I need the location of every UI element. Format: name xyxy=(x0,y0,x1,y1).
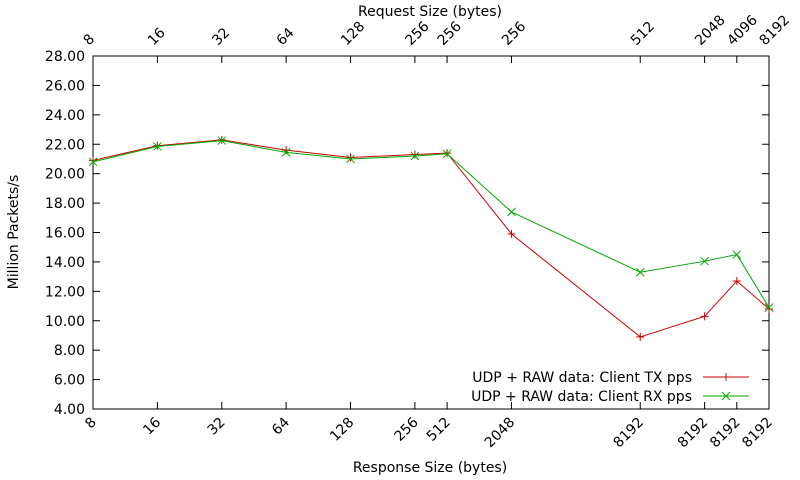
y-axis: 4.00 6.00 8.00 10.00 12.00 14.00 16.00 18.00 20.… xyxy=(45,49,769,418)
x-tick-label: 8192 xyxy=(611,415,648,452)
x-tick-label: 32 xyxy=(205,415,229,439)
data-point xyxy=(722,373,730,381)
plot-frame xyxy=(92,55,770,410)
series-line-0 xyxy=(92,139,770,338)
data-point xyxy=(765,304,773,313)
y-tick-label: 18.00 xyxy=(45,196,85,212)
y-tick-label: 8.00 xyxy=(54,343,85,359)
x-tick-label: 256 xyxy=(392,414,422,444)
data-point xyxy=(88,157,98,167)
data-point xyxy=(217,136,227,145)
data-point xyxy=(764,303,774,312)
y-tick-label: 20.00 xyxy=(45,167,85,183)
legend: UDP + RAW data: Client TX pps UDP + RAW d… xyxy=(471,370,749,405)
x-tick-label: 8192 xyxy=(739,415,776,452)
series-line-1 xyxy=(92,140,770,308)
x-axis-title: Response Size (bytes) xyxy=(353,460,507,476)
x-tick-label: 8 xyxy=(82,415,100,433)
y-axis-title: Million Packets/s xyxy=(6,175,22,290)
x2-tick-label: 16 xyxy=(145,25,169,49)
x2-axis-title: Request Size (bytes) xyxy=(358,4,502,20)
y-tick-label: 28.00 xyxy=(45,49,85,65)
x2-tick-label: 64 xyxy=(274,25,298,49)
y-tick-label: 22.00 xyxy=(45,137,85,153)
y-tick-label: 24.00 xyxy=(45,108,85,124)
x2-tick-label: 128 xyxy=(338,19,368,49)
legend-label: UDP + RAW data: Client TX pps xyxy=(472,370,692,386)
y-tick-label: 16.00 xyxy=(45,226,85,242)
x2-tick-label: 4096 xyxy=(724,12,761,49)
x-tick-label: 8192 xyxy=(675,415,712,452)
data-point xyxy=(346,153,355,162)
x2-tick-label: 8 xyxy=(81,31,99,49)
x2-tick-label: 2048 xyxy=(692,12,729,49)
x-tick-label: 128 xyxy=(327,415,357,445)
data-point xyxy=(410,150,419,159)
data-point xyxy=(410,151,420,161)
data-point xyxy=(636,332,645,341)
y-tick-label: 26.00 xyxy=(45,78,85,94)
data-point xyxy=(346,154,355,164)
data-point xyxy=(443,149,452,158)
y-tick-label: 6.00 xyxy=(54,373,85,389)
y-tick-label: 14.00 xyxy=(45,255,85,271)
data-point xyxy=(442,149,452,159)
x2-tick-label: 256 xyxy=(499,19,529,49)
x-tick-label: 512 xyxy=(424,415,454,445)
x2-tick-label: 512 xyxy=(628,19,658,49)
x2-tick-label: 256 xyxy=(435,19,465,49)
data-point xyxy=(507,229,516,238)
y-tick-label: 4.00 xyxy=(54,402,85,418)
x-tick-label: 8192 xyxy=(707,415,744,452)
x-tick-label: 2048 xyxy=(482,415,519,452)
data-point xyxy=(732,250,742,259)
data-point xyxy=(700,312,709,321)
x2-tick-label: 8192 xyxy=(757,12,794,49)
legend-label: UDP + RAW data: Client RX pps xyxy=(471,389,692,405)
x2-tick-label: 32 xyxy=(209,25,233,49)
data-point xyxy=(700,256,709,266)
series-layer xyxy=(88,135,774,341)
data-point xyxy=(507,207,516,217)
y-tick-label: 10.00 xyxy=(45,314,85,330)
data-point xyxy=(721,391,731,401)
x-tick-label: 64 xyxy=(269,414,293,438)
x2-tick-label: 256 xyxy=(402,19,432,49)
data-point xyxy=(732,277,741,286)
data-point xyxy=(89,156,97,165)
data-point xyxy=(635,267,645,277)
data-point xyxy=(217,135,226,144)
y-tick-label: 12.00 xyxy=(45,284,85,300)
data-point xyxy=(153,142,162,151)
x-tick-label: 16 xyxy=(140,414,164,438)
data-point xyxy=(281,147,291,157)
